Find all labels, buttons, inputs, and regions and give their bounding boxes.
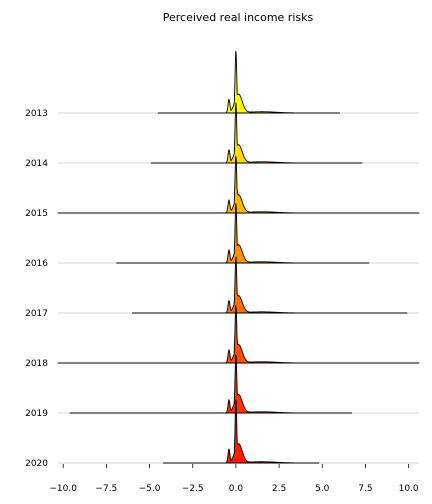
ridge-label-2013: 2013 [25,109,48,119]
x-tick-label: 10.0 [399,484,419,494]
ridge-2019 [69,354,353,414]
ridge-label-2015: 2015 [25,209,48,219]
x-tick-label: −2.5 [182,484,204,494]
ridge-label-2017: 2017 [25,309,48,319]
ridge-2013 [157,50,340,114]
x-tick-label: −5.0 [139,484,161,494]
ridge-2015 [57,155,420,214]
ridge-label-2016: 2016 [25,259,48,269]
ridges-group: 2013 2014 2015 2016 2017 2018 2019 2020 [25,50,420,469]
x-tick-label: −10.0 [49,484,77,494]
x-tick-label: 2.5 [272,484,286,494]
ridge-label-2020: 2020 [25,459,48,469]
ridge-2017 [131,256,408,314]
ridge-2020 [162,399,320,464]
chart-title: Perceived real income risks [163,11,314,24]
ridge-2016 [116,203,370,264]
x-tick-label: 0.0 [229,484,244,494]
x-axis: −10.0 −7.5 −5.0 −2.5 0.0 2.5 5.0 7.5 10.0 [49,464,419,494]
ridge-2018 [57,305,420,364]
x-tick-label: 5.0 [315,484,330,494]
ridge-2014 [150,102,363,164]
x-tick-label: 7.5 [358,484,372,494]
ridge-label-2019: 2019 [25,409,48,419]
ridge-label-2014: 2014 [25,159,48,169]
ridge-label-2018: 2018 [25,359,48,369]
x-tick-label: −7.5 [95,484,117,494]
